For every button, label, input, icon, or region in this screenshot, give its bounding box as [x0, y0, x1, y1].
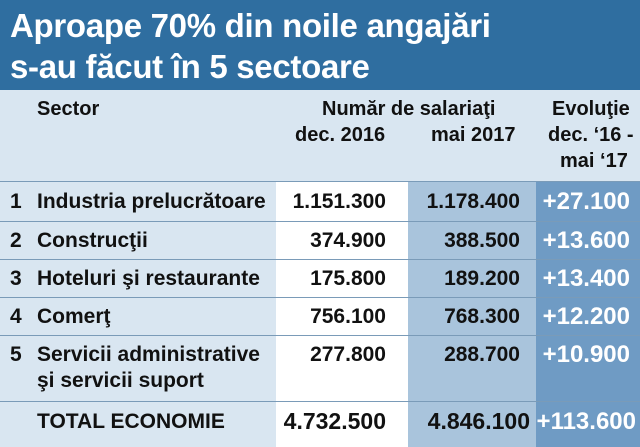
total-mai2017: 4.846.100 — [427, 408, 530, 434]
header-employees-group: Număr de salariaţi — [322, 98, 496, 120]
col-bg-dec2016 — [276, 181, 408, 447]
data-table: Sector Număr de salariaţi dec. 2016 mai … — [0, 90, 640, 447]
row-mai2017: 388.500 — [444, 229, 520, 252]
header-dec2016: dec. 2016 — [295, 124, 386, 146]
chart-title: Aproape 70% din noile angajări s-au făcu… — [0, 0, 640, 90]
total-label: TOTAL ECONOMIE — [37, 410, 225, 433]
row-evolution: +13.600 — [542, 227, 630, 254]
row-sector: Comerţ — [37, 305, 111, 328]
row-sector: Construcţii — [37, 229, 148, 252]
row-evolution: +10.900 — [542, 341, 630, 368]
row-divider — [0, 335, 640, 336]
row-rank: 2 — [10, 229, 22, 252]
total-dec2016: 4.732.500 — [283, 408, 386, 434]
row-dec2016: 756.100 — [310, 305, 386, 328]
row-mai2017: 768.300 — [444, 305, 520, 328]
row-dec2016: 277.800 — [310, 343, 386, 366]
row-divider — [0, 297, 640, 298]
row-divider — [0, 401, 640, 402]
row-evolution: +13.400 — [542, 265, 630, 292]
row-divider — [0, 259, 640, 260]
row-dec2016: 1.151.300 — [292, 190, 386, 213]
col-bg-evolution — [536, 181, 640, 447]
row-rank: 3 — [10, 267, 22, 290]
row-mai2017: 1.178.400 — [426, 190, 520, 213]
row-evolution: +12.200 — [542, 303, 630, 330]
row-rank: 4 — [10, 305, 22, 328]
row-evolution: +27.100 — [542, 188, 630, 215]
header-evolution-line1: Evoluţie — [552, 98, 630, 120]
header-evolution-line2: dec. ‘16 - — [548, 124, 634, 146]
title-line-1: Aproape 70% din noile angajări — [10, 7, 491, 44]
row-rank: 1 — [10, 190, 22, 213]
row-sector: Hoteluri şi restaurante — [37, 267, 260, 290]
row-rank: 5 — [10, 343, 22, 366]
row-divider — [0, 221, 640, 222]
row-mai2017: 288.700 — [444, 343, 520, 366]
title-line-2: s-au făcut în 5 sectoare — [10, 48, 370, 85]
row-dec2016: 374.900 — [310, 229, 386, 252]
row-sector: Industria prelucrătoare — [37, 190, 266, 213]
header-sector: Sector — [37, 98, 100, 120]
header-evolution-line3: mai ‘17 — [560, 150, 628, 172]
col-bg-mai2017 — [408, 181, 536, 447]
row-sector: Servicii administrative — [37, 343, 260, 366]
row-divider — [0, 181, 640, 182]
row-sector-line2: şi servicii suport — [37, 369, 204, 392]
row-dec2016: 175.800 — [310, 267, 386, 290]
header-mai2017: mai 2017 — [431, 124, 516, 146]
row-mai2017: 189.200 — [444, 267, 520, 290]
total-evolution: +113.600 — [536, 408, 636, 435]
